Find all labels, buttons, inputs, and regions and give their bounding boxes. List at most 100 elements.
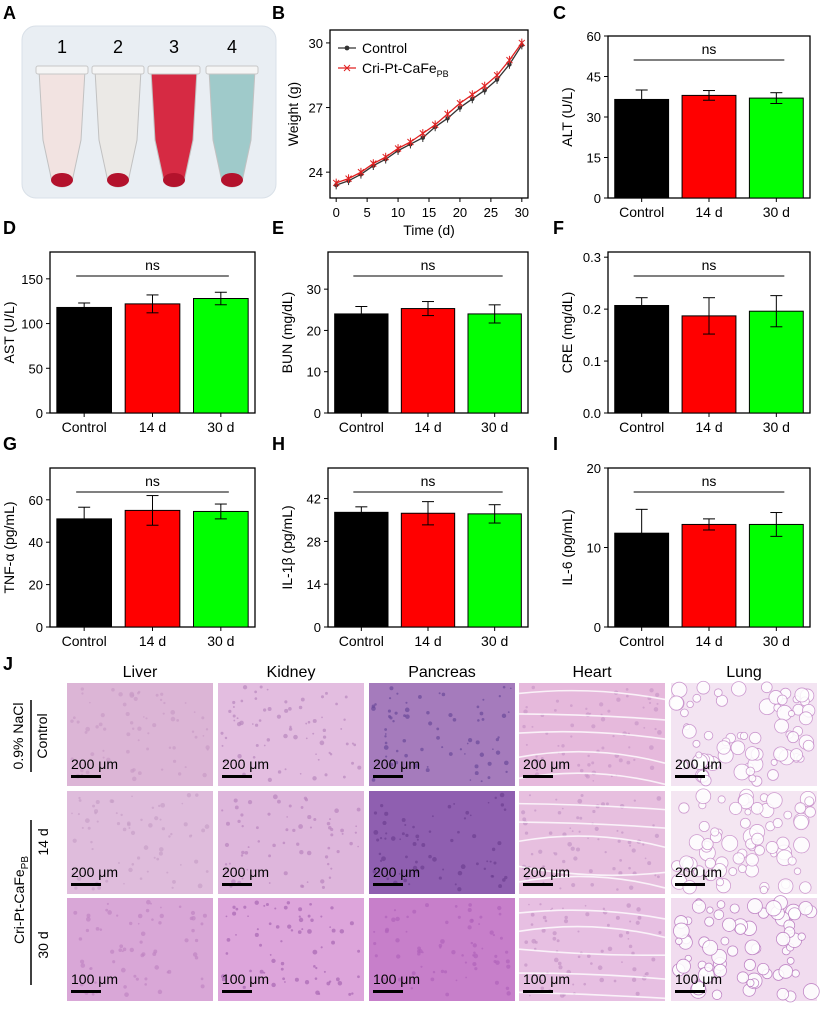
row-label-treated-text: Cri-Pt-CaFePB bbox=[11, 856, 31, 944]
tile-texture bbox=[787, 731, 800, 744]
tile-texture bbox=[191, 916, 196, 921]
x-tick-label: 14 d bbox=[139, 419, 166, 435]
tile-texture bbox=[749, 731, 762, 745]
tile-texture bbox=[402, 738, 407, 743]
tile-texture bbox=[239, 720, 244, 726]
tile-texture bbox=[312, 718, 317, 723]
tile-texture bbox=[139, 940, 143, 944]
alt-bar-chart: 0 15 30 45 60 ALT (U/L) Control 14 d 30 d ns bbox=[559, 29, 811, 220]
tile-texture bbox=[301, 928, 304, 931]
tile-texture bbox=[259, 969, 264, 974]
significance-label: ns bbox=[702, 473, 717, 489]
tube-label: 2 bbox=[113, 37, 123, 57]
tissue-title-kidney: Kidney bbox=[267, 664, 316, 681]
tile-texture bbox=[80, 963, 86, 968]
tile-texture bbox=[455, 979, 458, 982]
tile-texture bbox=[140, 953, 145, 958]
scale-bar bbox=[523, 883, 553, 886]
x-tick-label: 15 bbox=[422, 205, 436, 220]
tile-texture bbox=[483, 867, 487, 871]
tile-texture bbox=[715, 878, 725, 887]
tile-texture bbox=[636, 907, 641, 912]
tile-texture bbox=[320, 695, 325, 699]
legend-label-control: Control bbox=[362, 40, 407, 56]
tile-texture bbox=[385, 832, 388, 835]
tile-fiber bbox=[518, 835, 666, 849]
tile-texture bbox=[142, 716, 145, 718]
tile-texture bbox=[628, 866, 631, 870]
tile-texture bbox=[329, 818, 332, 821]
tile-texture bbox=[384, 811, 389, 816]
tile-texture bbox=[460, 864, 466, 870]
tile-texture bbox=[618, 871, 623, 876]
tile-texture bbox=[269, 953, 272, 956]
scale-bar-label: 100 μm bbox=[523, 971, 570, 987]
tile-texture bbox=[492, 933, 496, 937]
histology-tile: 100 μm bbox=[671, 895, 820, 1003]
tile-texture bbox=[704, 962, 714, 972]
tile-texture bbox=[678, 802, 690, 814]
tile-texture bbox=[457, 887, 462, 892]
tile-fiber bbox=[518, 948, 666, 957]
tile-texture bbox=[382, 820, 387, 826]
tile-texture bbox=[110, 949, 115, 954]
scale-bar-label: 200 μm bbox=[373, 756, 420, 772]
tile-texture bbox=[732, 852, 745, 865]
tile-texture bbox=[389, 686, 394, 691]
tile-texture bbox=[244, 850, 249, 855]
tile-texture bbox=[500, 803, 504, 807]
tile-texture bbox=[467, 908, 472, 913]
tile-texture bbox=[555, 798, 558, 801]
tile-texture bbox=[760, 681, 773, 694]
x-tick-label: 25 bbox=[484, 205, 498, 220]
tile-texture bbox=[263, 744, 266, 747]
x-tick-label: 14 d bbox=[139, 633, 166, 649]
tile-fiber bbox=[518, 875, 666, 889]
tile-texture bbox=[70, 719, 74, 723]
series-point bbox=[357, 168, 365, 176]
tile-texture bbox=[131, 795, 133, 798]
tile-texture bbox=[254, 697, 258, 700]
tile-texture bbox=[202, 735, 205, 737]
tile-texture bbox=[575, 847, 581, 852]
tile-texture bbox=[373, 830, 379, 835]
tile-texture bbox=[461, 954, 464, 957]
tile-texture bbox=[607, 946, 613, 952]
il1b-bar-chart: 0 14 28 42 IL-1β (pg/mL) Control 14 d 30 d ns bbox=[279, 467, 529, 649]
tile-texture bbox=[489, 860, 492, 863]
tile-texture bbox=[286, 901, 291, 905]
tile-texture bbox=[137, 913, 143, 919]
tile-texture bbox=[299, 772, 302, 775]
tile-texture bbox=[495, 960, 500, 965]
tile-texture bbox=[221, 809, 224, 812]
tile-texture bbox=[144, 983, 147, 986]
tile-texture bbox=[232, 911, 237, 916]
y-tick-label: 0 bbox=[594, 191, 601, 206]
tile-texture bbox=[570, 735, 573, 738]
tile-texture bbox=[789, 748, 803, 762]
tile-texture bbox=[376, 838, 380, 842]
tile-texture bbox=[591, 761, 595, 765]
bar bbox=[124, 509, 181, 628]
tile-texture bbox=[466, 742, 469, 745]
tile-texture bbox=[168, 746, 172, 749]
tile-texture bbox=[178, 905, 182, 909]
tile-texture bbox=[139, 877, 143, 880]
tile-texture bbox=[91, 992, 95, 996]
x-tick-label: Control bbox=[62, 419, 107, 435]
legend-marker-treated bbox=[343, 64, 351, 72]
tile-texture bbox=[563, 919, 569, 924]
tile-texture bbox=[616, 829, 619, 832]
tile-texture bbox=[604, 850, 607, 854]
tile-texture bbox=[472, 834, 477, 839]
scale-bar-label: 200 μm bbox=[71, 864, 118, 880]
tile-texture bbox=[494, 980, 499, 985]
tile-texture bbox=[776, 987, 790, 1001]
tile-texture bbox=[523, 709, 528, 714]
bun-bar-chart: 0 10 20 30 BUN (mg/dL) Control 14 d 30 d ns bbox=[279, 251, 529, 435]
tile-texture bbox=[132, 776, 137, 782]
y-tick-label: 20 bbox=[587, 461, 601, 476]
tube-label: 3 bbox=[169, 37, 179, 57]
tile-texture bbox=[242, 985, 246, 989]
tile-texture bbox=[118, 692, 123, 697]
